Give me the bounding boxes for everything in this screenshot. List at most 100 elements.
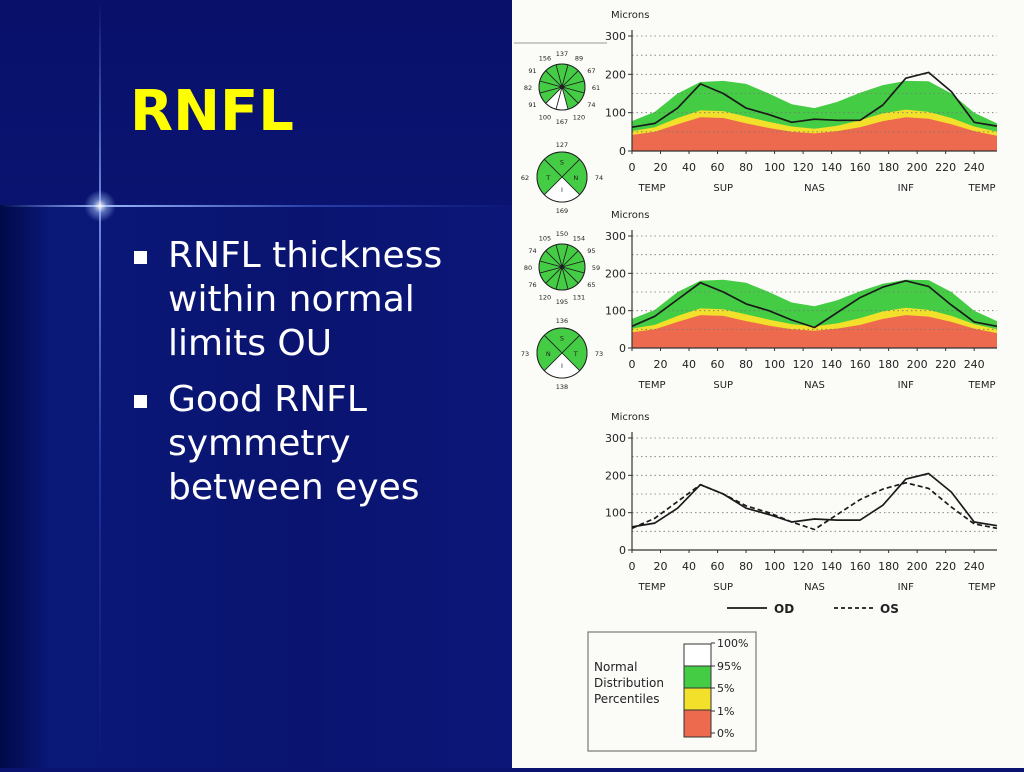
quadrant-letter-label: N (546, 350, 551, 358)
y-tick-label: 0 (619, 145, 626, 158)
rnfl-figure-svg: 0 100 200 300 Microns 0 20 40 60 80 100 120 140 160 18… (514, 10, 998, 752)
legend-tick-label: 1% (717, 705, 734, 718)
series-line-od (631, 71, 998, 129)
series-line-os (631, 481, 998, 531)
square-bullet-icon (134, 251, 147, 264)
x-tick-label: 40 (682, 161, 696, 174)
region-label: NAS (804, 380, 825, 391)
quadrant-diagram: 136 73 138 73 S T I N (521, 317, 603, 391)
x-tick-label: 120 (793, 358, 814, 371)
clock-value-label: 156 (539, 55, 551, 63)
x-tick-label: 60 (711, 560, 725, 573)
clock-value-label: 89 (575, 55, 583, 63)
region-label: TEMP (637, 582, 665, 593)
clock-value-label: 120 (573, 113, 585, 121)
legend-title-line: Distribution (594, 676, 664, 690)
region-label: SUP (713, 380, 733, 391)
legend-title-line: Percentiles (594, 692, 659, 706)
x-tick-label: 200 (907, 358, 928, 371)
clock-value-label: 195 (556, 298, 568, 306)
x-tick-label: 80 (739, 161, 753, 174)
x-tick-label: 200 (907, 161, 928, 174)
series-line-os (631, 279, 998, 329)
quadrant-value-label: 74 (595, 174, 603, 182)
y-tick-label: 0 (619, 544, 626, 557)
legend-red-band (683, 709, 712, 738)
y-tick-label: 200 (605, 267, 626, 280)
clock-value-label: 100 (539, 113, 551, 121)
x-tick-label: 40 (682, 358, 696, 371)
x-tick-label: 180 (878, 358, 899, 371)
clock-value-label: 82 (524, 84, 532, 92)
legend-label-od: OD (774, 602, 794, 616)
y-axis-label: Microns (611, 10, 649, 21)
clock-value-label: 95 (587, 247, 595, 255)
y-tick-label: 300 (605, 30, 626, 43)
region-label: TEMP (967, 183, 995, 194)
y-tick-label: 300 (605, 432, 626, 445)
tsnit-chart: 0 100 200 300 Microns 0 20 40 60 80 100 120 140 160 18… (605, 10, 998, 194)
title-band (0, 0, 512, 205)
y-tick-label: 200 (605, 469, 626, 482)
region-label: INF (898, 380, 914, 391)
quadrant-value-label: 62 (521, 174, 529, 182)
clock-value-label: 105 (539, 235, 551, 243)
x-tick-label: 240 (964, 358, 985, 371)
x-tick-label: 80 (739, 358, 753, 371)
clock-outline (538, 63, 586, 111)
y-tick-label: 300 (605, 230, 626, 243)
band-1-percentile (632, 315, 997, 348)
clock-value-label: 74 (528, 247, 536, 255)
series-line-od (631, 472, 998, 528)
x-tick-label: 220 (935, 560, 956, 573)
clock-value-label: 61 (592, 84, 600, 92)
clock-value-label: 150 (556, 230, 568, 238)
quadrant-value-label: 136 (556, 317, 568, 325)
x-tick-label: 140 (821, 358, 842, 371)
x-tick-label: 100 (764, 358, 785, 371)
quadrant-letter-label: I (561, 362, 563, 370)
x-tick-label: 180 (878, 161, 899, 174)
x-tick-label: 20 (654, 358, 668, 371)
x-tick-label: 160 (850, 358, 871, 371)
quadrant-outline (536, 327, 588, 379)
clock-value-label: 80 (524, 264, 532, 272)
quadrant-letter-label: S (560, 335, 564, 343)
legend-yellow-band (683, 687, 712, 711)
x-tick-label: 60 (711, 358, 725, 371)
region-label: INF (898, 183, 914, 194)
quadrant-letter-label: T (573, 350, 578, 358)
clock-value-label: 131 (573, 293, 585, 301)
clock-value-label: 91 (528, 101, 536, 109)
x-tick-label: 140 (821, 161, 842, 174)
quadrant-value-label: 127 (556, 141, 568, 149)
region-label: TEMP (967, 582, 995, 593)
x-tick-label: 0 (629, 560, 636, 573)
clock-value-label: 59 (592, 264, 600, 272)
light-flare-center (84, 190, 116, 222)
quadrant-letter-label: T (545, 174, 550, 182)
clock-center (559, 84, 565, 90)
clock-value-label: 74 (587, 101, 595, 109)
region-label: NAS (804, 582, 825, 593)
x-tick-label: 220 (935, 358, 956, 371)
quadrant-letter-label: S (560, 159, 564, 167)
legend-white-band (683, 643, 712, 667)
legend-green-band (683, 665, 712, 689)
y-tick-label: 0 (619, 342, 626, 355)
y-axis-label: Microns (611, 210, 649, 221)
clock-value-label: 137 (556, 50, 568, 58)
tsnit-chart: 0 100 200 300 Microns 0 20 40 60 80 100 120 140 160 18… (605, 210, 998, 391)
legend-tick-label: 100% (717, 637, 748, 650)
region-label: TEMP (637, 183, 665, 194)
x-tick-label: 240 (964, 161, 985, 174)
bullet-item: RNFL thickness within normal limits OU (128, 234, 498, 366)
legend-tick-label: 95% (717, 660, 741, 673)
y-tick-label: 100 (605, 107, 626, 120)
quadrant-diagram: 127 74 169 62 S N I T (521, 141, 603, 215)
percentile-legend: Normal Distribution Percentiles 100% 95% 5% 1%… (587, 631, 757, 752)
x-tick-label: 0 (629, 358, 636, 371)
bullet-item: Good RNFL symmetry between eyes (128, 378, 498, 510)
